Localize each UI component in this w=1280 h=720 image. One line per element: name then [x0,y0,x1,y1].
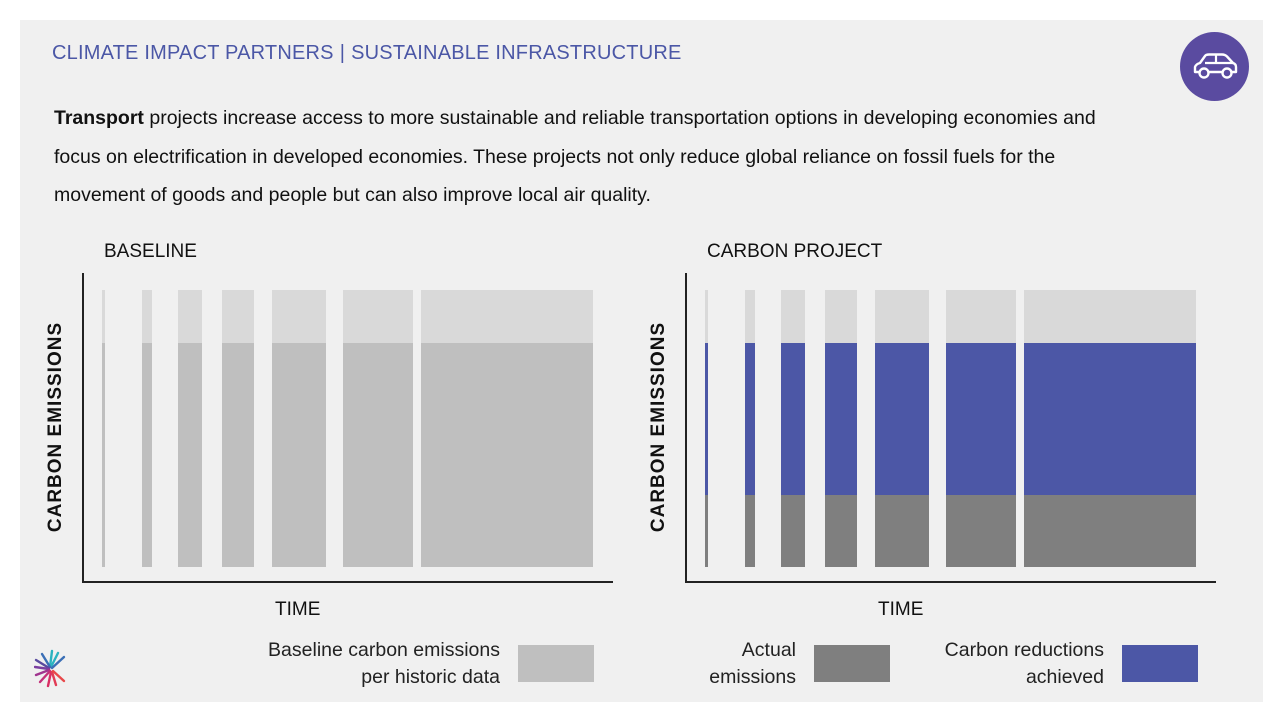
project-bar-2-actual [745,495,755,567]
slide: CLIMATE IMPACT PARTNERS | SUSTAINABLE INFR… [20,20,1263,702]
project-bar-4-actual [825,495,857,567]
project-bar-2-top [745,290,755,343]
project-bar-2-reduction [745,343,755,495]
baseline-bar-1-top [102,290,105,343]
project-x-axis [685,581,1216,583]
project-x-label: TIME [878,599,924,620]
baseline-bar-5-top [272,290,326,343]
project-bar-3-reduction [781,343,805,495]
baseline-bar-3-fill [178,343,202,567]
project-bar-7-reduction [1024,343,1196,495]
legend-reductions-swatch [1122,645,1198,682]
baseline-bar-7-fill [421,343,593,567]
legend-baseline-line1: Baseline carbon emissions [268,639,500,661]
baseline-bar-2-fill [142,343,152,567]
page-title: CLIMATE IMPACT PARTNERS | SUSTAINABLE INFR… [52,42,682,65]
baseline-title: BASELINE [104,241,197,262]
org-name: CLIMATE IMPACT PARTNERS [52,42,334,64]
baseline-bar-4-top [222,290,254,343]
baseline-x-label: TIME [275,599,321,620]
baseline-bar-2-top [142,290,152,343]
project-bar-7-actual [1024,495,1196,567]
legend-baseline-label: Baseline carbon emissions per historic d… [268,637,500,691]
baseline-bar-4-fill [222,343,254,567]
baseline-bar-5-fill [272,343,326,567]
project-y-label: CARBON EMISSIONS [648,321,669,533]
project-bar-5-actual [875,495,929,567]
project-bar-3-actual [781,495,805,567]
legend-actual-line2: emissions [709,666,796,688]
baseline-y-axis [82,273,84,583]
project-bar-3-top [781,290,805,343]
project-bar-4-reduction [825,343,857,495]
legend-reductions-label: Carbon reductions achieved [945,637,1104,691]
project-bar-6-reduction [946,343,1016,495]
baseline-bar-7-top [421,290,593,343]
car-icon [1193,52,1237,79]
intro-bold: Transport [54,107,144,129]
intro-paragraph: Transport projects increase access to mo… [54,99,1134,215]
legend-reductions-line1: Carbon reductions [944,639,1104,661]
car-icon-badge [1180,32,1249,101]
baseline-x-axis [82,581,613,583]
baseline-bar-1-fill [102,343,105,567]
project-bar-5-reduction [875,343,929,495]
project-bar-1-actual [705,495,708,567]
climate-impact-partners-logo [34,649,66,688]
title-separator: | [339,42,346,64]
baseline-bar-6-top [343,290,413,343]
project-bar-6-actual [946,495,1016,567]
legend-reductions-line2: achieved [1025,666,1104,688]
baseline-bar-3-top [178,290,202,343]
project-bars [685,273,1216,581]
project-bar-4-top [825,290,857,343]
section-name: SUSTAINABLE INFRASTRUCTURE [351,42,682,64]
baseline-bar-6-fill [343,343,413,567]
project-bar-5-top [875,290,929,343]
intro-text: projects increase access to more sustain… [54,107,1096,206]
project-title: CARBON PROJECT [707,241,883,262]
project-bar-1-top [705,290,708,343]
legend-actual-swatch [814,645,890,682]
baseline-y-label: CARBON EMISSIONS [45,321,66,533]
legend-baseline-line2: per historic data [361,666,500,688]
project-bar-7-top [1024,290,1196,343]
project-y-axis [685,273,687,583]
project-bar-1-reduction [705,343,708,495]
project-bar-6-top [946,290,1016,343]
legend-actual-label: Actual emissions [709,637,796,691]
legend-baseline-swatch [518,645,594,682]
baseline-bars [82,273,613,581]
legend-actual-line1: Actual [741,639,796,661]
